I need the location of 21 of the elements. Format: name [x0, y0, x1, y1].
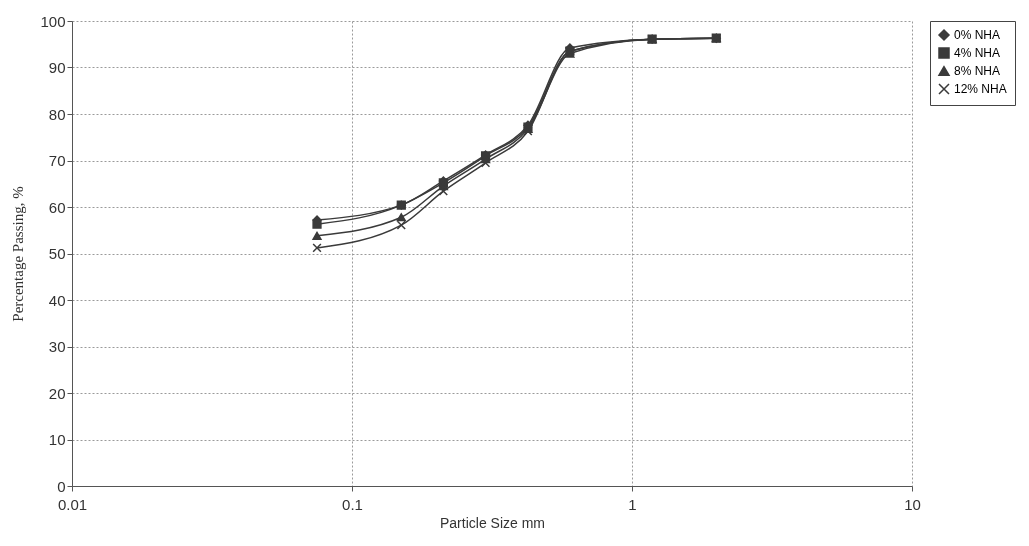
x-tick-label: 0.01 [57, 495, 88, 513]
y-axis-title: Percentage Passing, % [10, 186, 27, 322]
y-tick-label: 50 [48, 245, 66, 262]
y-tick-label: 70 [48, 152, 66, 169]
y-tick-label: 100 [40, 12, 66, 30]
y-tick-label: 90 [48, 59, 66, 76]
legend-label: 4% NHA [954, 46, 1001, 60]
y-tick-label: 60 [48, 198, 66, 216]
legend-label: 12% NHA [954, 82, 1007, 96]
y-tick-label: 10 [48, 431, 66, 448]
legend-label: 0% NHA [954, 28, 1001, 42]
x-tick-label: 1 [628, 495, 637, 513]
y-tick-label: 40 [48, 291, 66, 309]
y-tick-label: 20 [48, 384, 66, 402]
y-tick-label: 80 [48, 105, 66, 123]
y-tick-label: 30 [48, 338, 66, 355]
x-axis-title: Particle Size mm [439, 514, 546, 531]
x-tick-label: 0.1 [342, 495, 363, 513]
x-tick-label: 10 [904, 495, 921, 513]
legend-label: 8% NHA [954, 64, 1001, 78]
y-tick-label: 0 [57, 477, 66, 495]
